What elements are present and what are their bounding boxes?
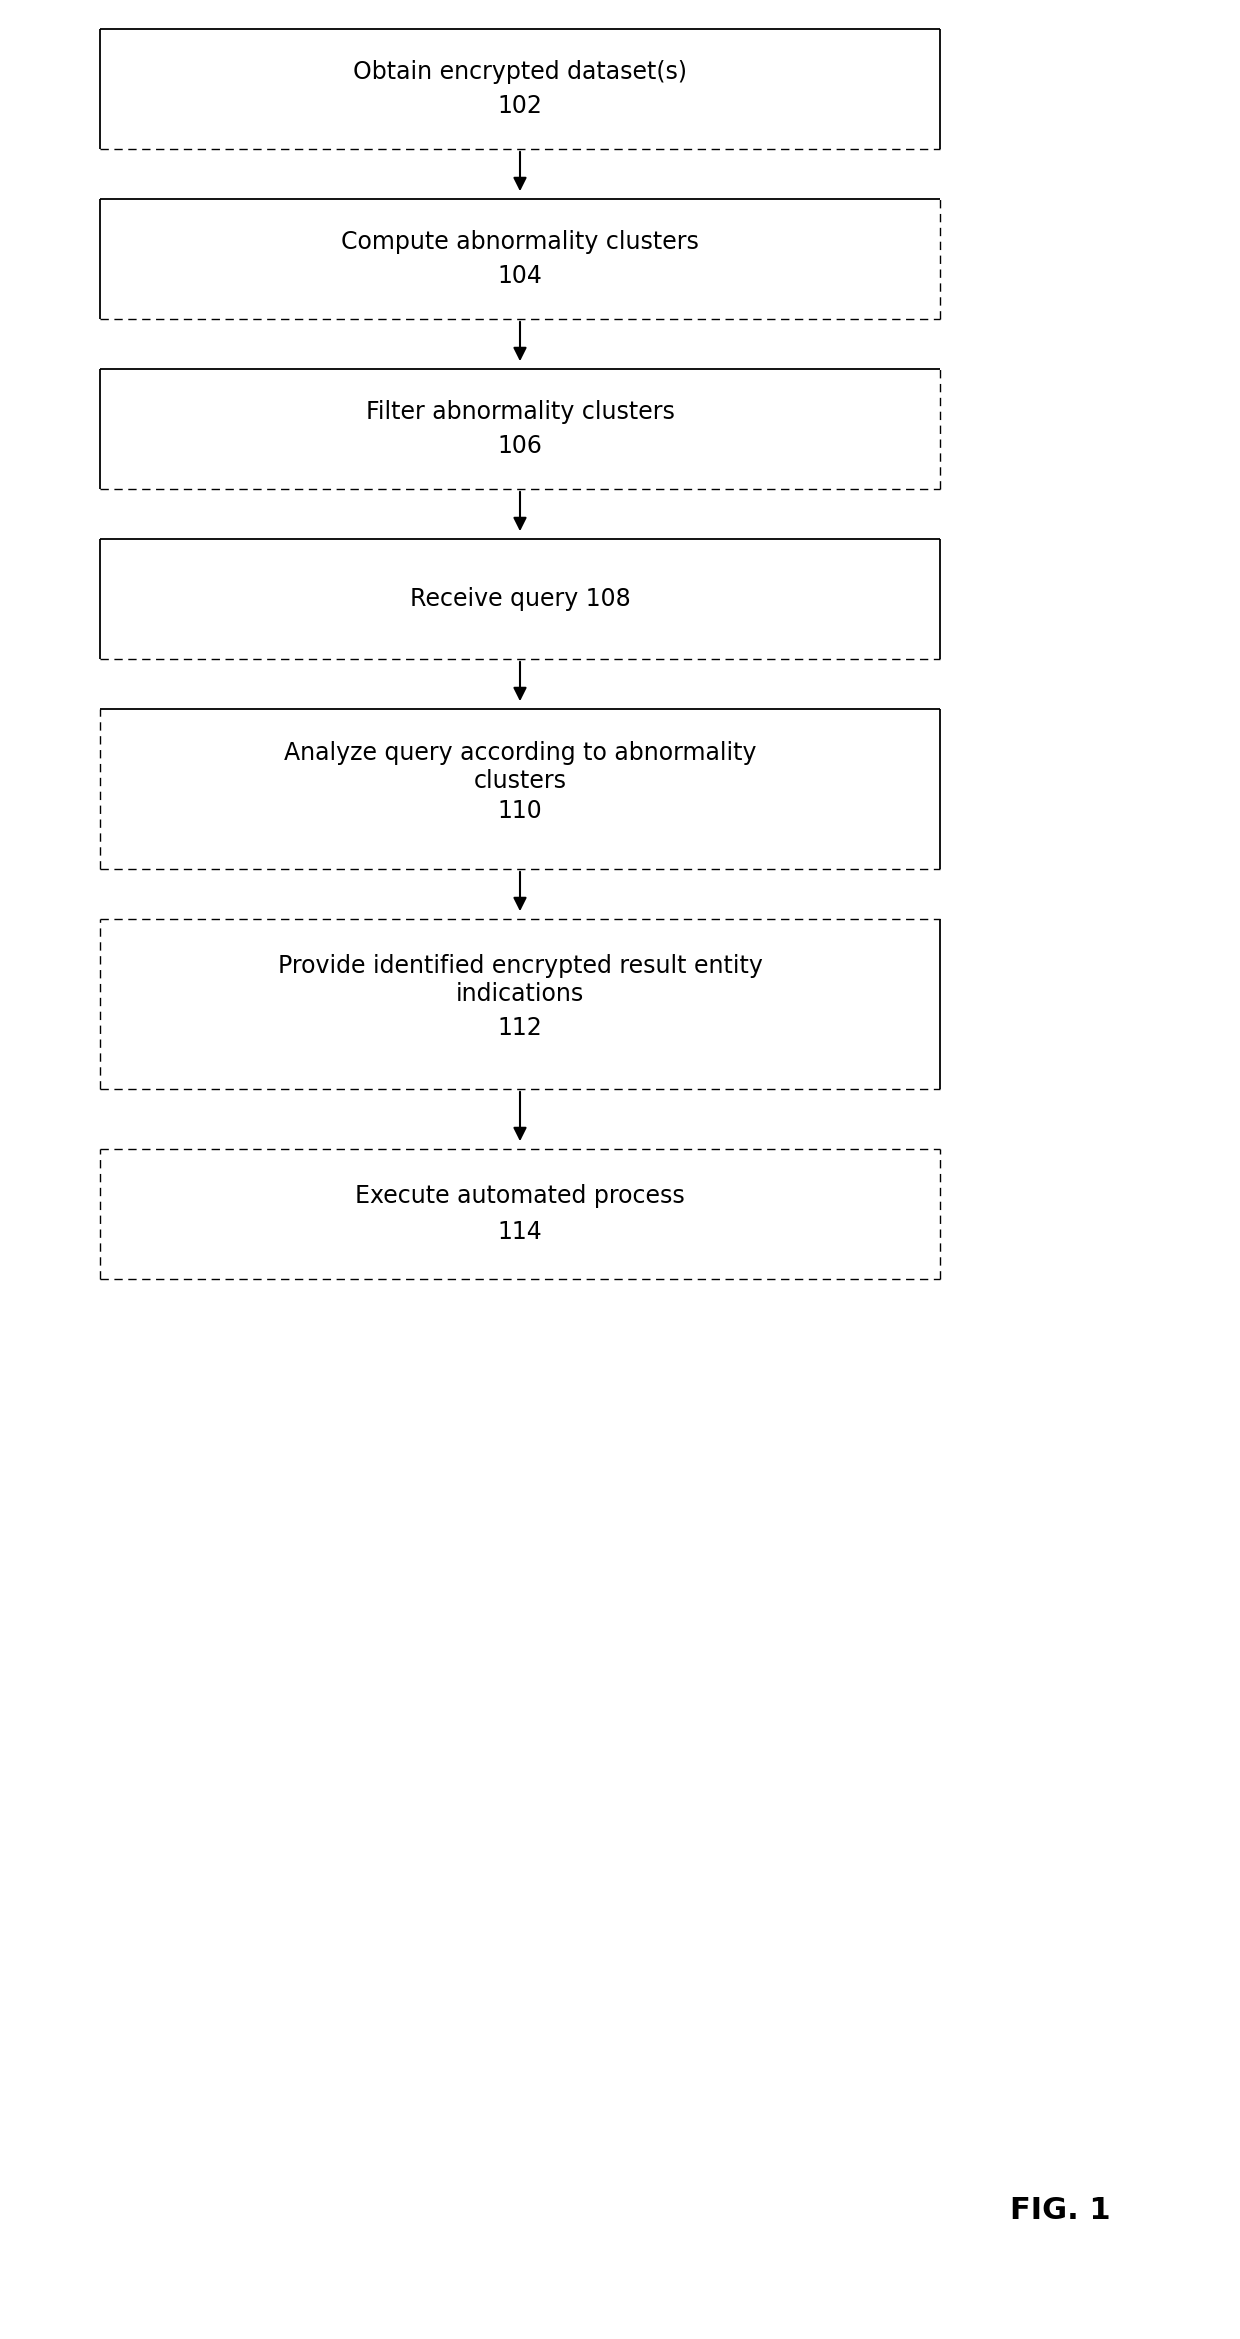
Text: 104: 104: [497, 264, 542, 288]
Text: Filter abnormality clusters: Filter abnormality clusters: [366, 400, 675, 423]
Text: 106: 106: [497, 433, 542, 458]
Text: Receive query 108: Receive query 108: [409, 587, 630, 610]
Text: Analyze query according to abnormality
clusters: Analyze query according to abnormality c…: [284, 741, 756, 793]
Text: Obtain encrypted dataset(s): Obtain encrypted dataset(s): [353, 61, 687, 84]
Text: 110: 110: [497, 800, 542, 823]
Text: Provide identified encrypted result entity
indications: Provide identified encrypted result enti…: [278, 954, 763, 1006]
Text: FIG. 1: FIG. 1: [1009, 2196, 1111, 2224]
Text: 102: 102: [497, 94, 542, 117]
Text: Execute automated process: Execute automated process: [355, 1184, 684, 1207]
Text: 112: 112: [497, 1015, 542, 1041]
Text: Compute abnormality clusters: Compute abnormality clusters: [341, 229, 699, 255]
Text: 114: 114: [497, 1221, 542, 1244]
